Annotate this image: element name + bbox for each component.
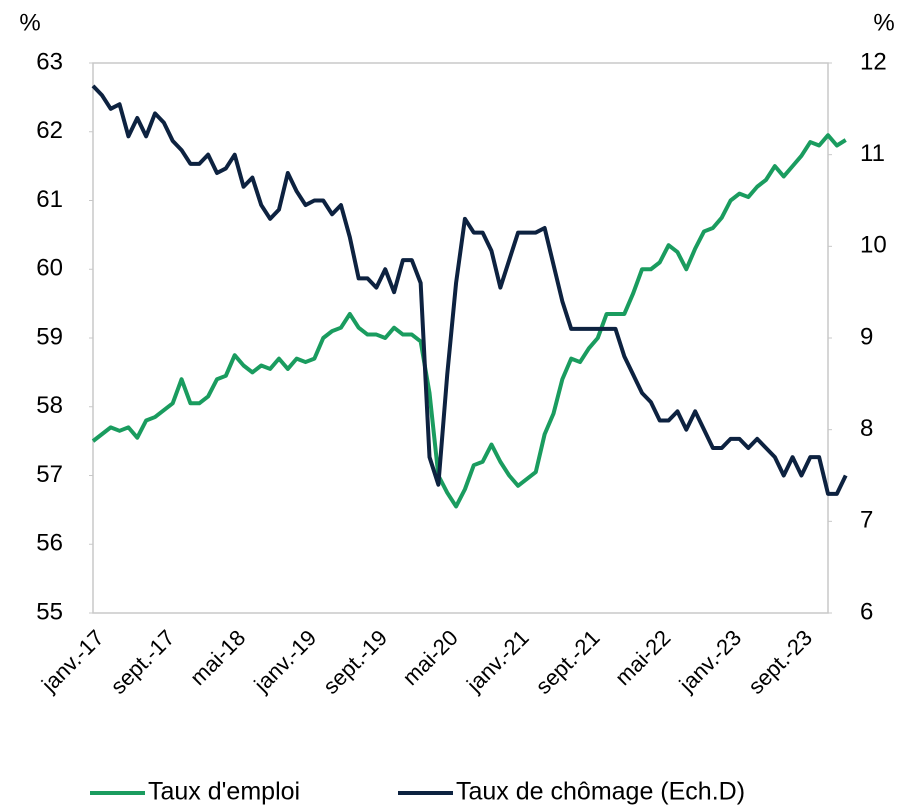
x-tick-label: janv.-23	[674, 625, 747, 698]
y2-tick-label: 12	[860, 48, 887, 75]
y-tick-label: 62	[36, 117, 63, 144]
y2-tick-label: 7	[860, 507, 873, 534]
y-tick-label: 56	[36, 530, 63, 557]
y2-tick-label: 6	[860, 598, 873, 625]
x-tick-label: mai-20	[398, 625, 463, 690]
y-tick-label: 60	[36, 255, 63, 282]
x-tick-label: janv.-19	[249, 625, 322, 698]
y2-tick-label: 10	[860, 232, 887, 259]
y-tick-label: 63	[36, 48, 63, 75]
legend-label: Taux d'emploi	[148, 778, 300, 806]
y2-tick-label: 11	[860, 140, 885, 167]
x-tick-label: mai-18	[185, 625, 250, 690]
y2-axis-label: %	[873, 9, 894, 36]
x-tick-label: sept.-21	[531, 625, 605, 699]
x-tick-label: sept.-23	[743, 625, 817, 699]
x-tick-label: sept.-19	[318, 625, 392, 699]
y2-tick-label: 8	[860, 415, 873, 442]
y-tick-label: 61	[36, 186, 63, 213]
x-tick-label: janv.-17	[36, 625, 109, 698]
y-tick-label: 59	[36, 323, 63, 350]
y-axis-label: %	[19, 9, 40, 36]
legend-label: Taux de chômage (Ech.D)	[456, 778, 745, 806]
y2-tick-label: 9	[860, 323, 873, 350]
plot-frame	[92, 62, 829, 614]
x-tick-label: sept.-17	[106, 625, 180, 699]
y-tick-label: 57	[36, 461, 63, 488]
series-line	[91, 133, 847, 509]
x-tick-label: mai-22	[610, 625, 675, 690]
series-line	[91, 84, 848, 496]
y-tick-label: 58	[36, 392, 63, 419]
x-tick-label: janv.-21	[461, 625, 534, 698]
y-tick-label: 55	[36, 598, 63, 625]
